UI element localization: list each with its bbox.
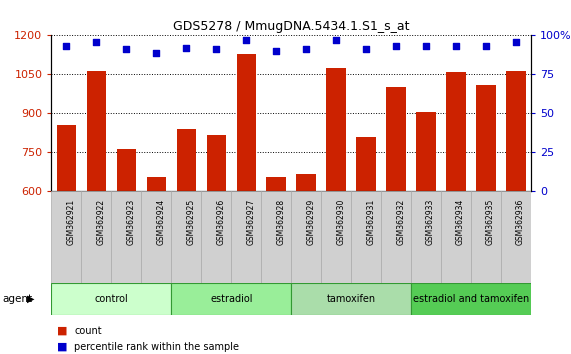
Text: ■: ■ — [57, 326, 67, 336]
Bar — [447, 72, 466, 191]
Bar — [207, 135, 226, 191]
Text: GSM362922: GSM362922 — [96, 199, 106, 245]
Point — [392, 44, 401, 49]
Text: percentile rank within the sample: percentile rank within the sample — [74, 342, 239, 352]
Text: GSM362932: GSM362932 — [396, 199, 405, 245]
Point — [182, 45, 191, 51]
Bar — [327, 68, 346, 191]
Bar — [147, 177, 166, 191]
Bar — [387, 87, 406, 191]
Point — [361, 47, 371, 52]
Bar — [111, 191, 142, 283]
Text: GSM362935: GSM362935 — [486, 199, 495, 245]
Bar — [176, 129, 196, 191]
Text: GSM362928: GSM362928 — [276, 199, 286, 245]
Bar — [411, 191, 441, 283]
Text: control: control — [94, 294, 128, 304]
Bar — [321, 191, 351, 283]
Bar — [416, 112, 436, 191]
Text: ▶: ▶ — [27, 294, 35, 304]
Bar — [51, 191, 82, 283]
Point — [452, 44, 461, 49]
Bar — [441, 191, 471, 283]
Text: count: count — [74, 326, 102, 336]
Point — [272, 48, 281, 54]
Bar — [171, 283, 291, 315]
Bar — [296, 173, 316, 191]
Point — [212, 47, 221, 52]
Bar — [81, 191, 111, 283]
Text: GSM362934: GSM362934 — [456, 199, 465, 245]
Text: ■: ■ — [57, 342, 67, 352]
Text: GSM362926: GSM362926 — [216, 199, 226, 245]
Bar — [291, 283, 411, 315]
Text: GSM362931: GSM362931 — [366, 199, 375, 245]
Text: tamoxifen: tamoxifen — [327, 294, 376, 304]
Bar — [476, 85, 496, 191]
Bar — [471, 191, 501, 283]
Bar — [171, 191, 202, 283]
Text: GSM362936: GSM362936 — [516, 199, 525, 245]
Text: GSM362930: GSM362930 — [336, 199, 345, 245]
Point — [62, 44, 71, 49]
Point — [421, 44, 431, 49]
Text: GSM362921: GSM362921 — [66, 199, 75, 245]
Bar — [142, 191, 171, 283]
Bar — [51, 283, 171, 315]
Point — [242, 37, 251, 43]
Text: GSM362924: GSM362924 — [156, 199, 166, 245]
Text: agent: agent — [3, 294, 33, 304]
Bar — [501, 191, 531, 283]
Text: GSM362927: GSM362927 — [246, 199, 255, 245]
Bar — [236, 53, 256, 191]
Bar — [381, 191, 411, 283]
Bar — [57, 125, 76, 191]
Text: estradiol and tamoxifen: estradiol and tamoxifen — [413, 294, 529, 304]
Point — [332, 37, 341, 43]
Bar — [267, 177, 286, 191]
Bar — [351, 191, 381, 283]
Bar — [411, 283, 531, 315]
Title: GDS5278 / MmugDNA.5434.1.S1_s_at: GDS5278 / MmugDNA.5434.1.S1_s_at — [173, 20, 409, 33]
Point — [92, 39, 101, 45]
Point — [301, 47, 311, 52]
Bar — [231, 191, 262, 283]
Point — [512, 39, 521, 45]
Bar — [116, 149, 136, 191]
Text: GSM362925: GSM362925 — [186, 199, 195, 245]
Point — [122, 47, 131, 52]
Text: GSM362933: GSM362933 — [426, 199, 435, 245]
Bar — [356, 137, 376, 191]
Bar — [506, 71, 526, 191]
Point — [481, 44, 490, 49]
Point — [152, 50, 161, 55]
Bar — [261, 191, 291, 283]
Text: GSM362923: GSM362923 — [126, 199, 135, 245]
Text: GSM362929: GSM362929 — [306, 199, 315, 245]
Bar — [291, 191, 321, 283]
Bar — [87, 71, 106, 191]
Text: estradiol: estradiol — [210, 294, 252, 304]
Bar — [202, 191, 231, 283]
